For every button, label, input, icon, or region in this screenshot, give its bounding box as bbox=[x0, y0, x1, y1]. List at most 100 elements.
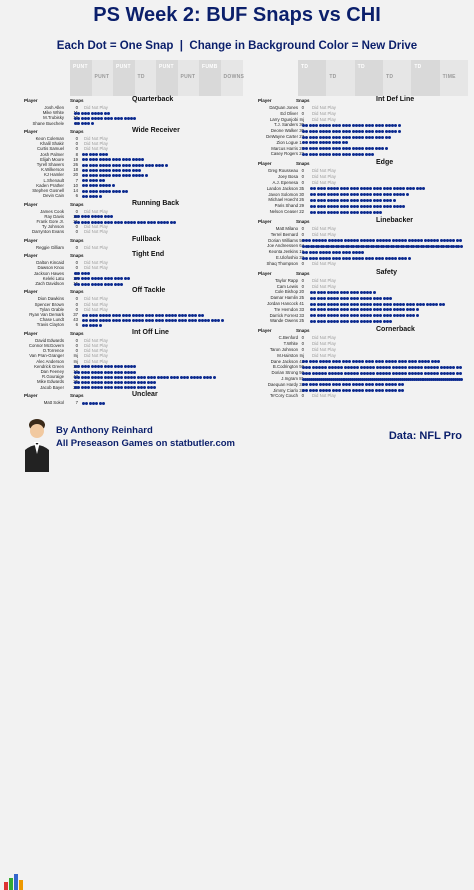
snap-dot bbox=[382, 198, 386, 202]
snap-dot bbox=[407, 244, 410, 248]
snap-dot bbox=[302, 377, 305, 381]
snap-dot bbox=[354, 147, 358, 151]
snap-count: 19 bbox=[73, 156, 78, 162]
player-name: Greg Rousseau bbox=[267, 168, 298, 174]
snap-count: 0 bbox=[301, 105, 304, 110]
player-name: Kendrick Green bbox=[34, 363, 64, 369]
snap-count: 0 bbox=[75, 265, 78, 271]
player-name: Te'Cory Couch bbox=[269, 393, 298, 399]
snap-dot bbox=[432, 377, 436, 381]
snap-dot bbox=[407, 360, 411, 364]
snap-dot bbox=[113, 380, 117, 384]
snap-dot bbox=[133, 386, 137, 390]
snap-dot bbox=[91, 323, 95, 327]
snap-dot bbox=[442, 377, 446, 381]
snap-dot bbox=[313, 314, 317, 318]
snap-dot bbox=[105, 184, 109, 188]
snap-dot bbox=[74, 282, 77, 286]
snap-dot bbox=[369, 239, 373, 243]
snap-dot bbox=[317, 377, 321, 381]
snap-dot bbox=[379, 314, 383, 318]
player-row: Landon Jackson 35 bbox=[244, 186, 470, 192]
snap-dot bbox=[181, 313, 184, 317]
player-row: O.Torrence 0 Did Not Play bbox=[4, 348, 242, 354]
snap-dot bbox=[311, 123, 315, 127]
position-group-title: Cornerback bbox=[376, 326, 415, 334]
snap-count: 14 bbox=[292, 140, 304, 145]
drive-segment bbox=[113, 60, 135, 96]
snap-dot bbox=[111, 163, 115, 167]
snap-dot bbox=[316, 302, 320, 306]
snap-dot bbox=[315, 250, 319, 254]
snap-dot bbox=[166, 220, 170, 224]
snap-dot bbox=[153, 380, 157, 384]
snap-dot bbox=[362, 198, 366, 202]
snap-dot bbox=[319, 319, 323, 323]
snap-dot bbox=[350, 371, 353, 375]
snap-dot bbox=[212, 375, 216, 379]
snap-dot bbox=[308, 383, 312, 387]
snap-dot bbox=[351, 250, 355, 254]
position-group-title: Int Off Line bbox=[132, 328, 169, 336]
player-name: Zion Logue bbox=[276, 139, 298, 145]
player-name: Josh Palmer bbox=[40, 151, 64, 157]
snap-dot bbox=[356, 314, 360, 318]
snap-dot bbox=[434, 244, 438, 248]
snap-dot bbox=[174, 313, 178, 317]
snap-dot bbox=[379, 319, 383, 323]
snap-dot bbox=[93, 370, 97, 374]
snap-dot bbox=[404, 377, 408, 381]
snap-dot bbox=[388, 377, 392, 381]
snap-dot bbox=[154, 313, 158, 317]
player-row: M.Hairston Inj Did Not Play bbox=[244, 353, 470, 359]
snap-dot bbox=[414, 365, 417, 369]
snap-dot bbox=[349, 290, 353, 294]
snap-dot bbox=[378, 365, 382, 369]
snap-dot bbox=[417, 365, 421, 369]
player-row: James Cook 0 Did Not Play bbox=[4, 209, 242, 215]
snap-dot bbox=[369, 377, 373, 381]
snap-dot bbox=[319, 377, 323, 381]
snap-dot bbox=[91, 313, 95, 317]
snap-dot bbox=[401, 360, 404, 364]
snap-dot bbox=[115, 158, 118, 162]
snap-dot bbox=[207, 318, 211, 322]
snaps-column-header: Snaps bbox=[70, 98, 84, 103]
player-name: DeWayne Carter bbox=[266, 134, 298, 139]
snap-dot bbox=[381, 147, 385, 151]
snap-dot bbox=[101, 318, 105, 322]
snap-dot bbox=[91, 194, 95, 198]
player-column-header: Player bbox=[258, 161, 272, 167]
snap-dot bbox=[196, 375, 200, 379]
snap-dot bbox=[85, 194, 89, 198]
snap-dot bbox=[391, 360, 395, 364]
snap-dot bbox=[116, 380, 120, 384]
snap-dot bbox=[161, 313, 165, 317]
snap-dot bbox=[372, 198, 376, 202]
snap-dot bbox=[120, 386, 124, 390]
snap-dot bbox=[325, 256, 329, 260]
player-column-header: Player bbox=[258, 98, 272, 103]
snap-dot bbox=[313, 308, 317, 312]
snap-dot bbox=[346, 193, 350, 197]
snap-dot bbox=[311, 377, 315, 381]
snap-dot bbox=[399, 302, 403, 306]
snap-dot bbox=[82, 318, 85, 322]
snaps-column-header: Snaps bbox=[296, 161, 310, 167]
snap-dot bbox=[348, 152, 352, 156]
snap-dot bbox=[387, 244, 390, 248]
snap-dot bbox=[344, 152, 348, 156]
player-name: Dawson Knox bbox=[37, 265, 64, 271]
player-name: James Cook bbox=[40, 208, 64, 214]
snap-dot bbox=[319, 187, 323, 191]
snap-count: 31 bbox=[292, 388, 304, 393]
snap-dot bbox=[354, 256, 358, 260]
snap-dot bbox=[346, 319, 350, 323]
snap-dot bbox=[348, 250, 352, 254]
snap-dot bbox=[144, 163, 148, 167]
snap-dot bbox=[343, 319, 346, 323]
snap-dot bbox=[385, 308, 389, 312]
snap-dot bbox=[344, 135, 348, 139]
snap-dot bbox=[374, 383, 378, 387]
snap-dot bbox=[339, 308, 343, 312]
